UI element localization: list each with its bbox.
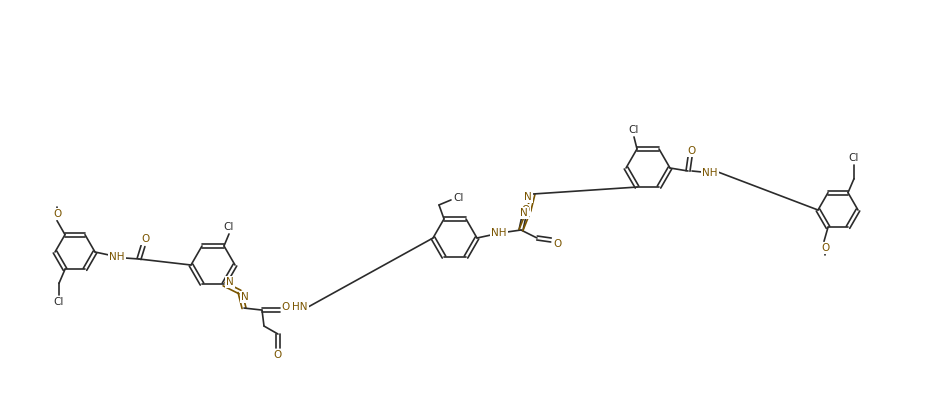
Text: NH: NH xyxy=(109,252,125,262)
Text: N: N xyxy=(520,208,528,218)
Text: NH: NH xyxy=(702,168,718,178)
Text: Cl: Cl xyxy=(224,222,234,232)
Text: O: O xyxy=(141,234,149,244)
Text: O: O xyxy=(53,209,61,219)
Text: N: N xyxy=(241,292,249,302)
Text: N: N xyxy=(226,277,234,287)
Text: HN: HN xyxy=(292,302,308,312)
Text: Cl: Cl xyxy=(54,297,64,307)
Text: O: O xyxy=(820,243,829,253)
Text: Cl: Cl xyxy=(629,125,639,135)
Text: O: O xyxy=(553,239,561,249)
Text: O: O xyxy=(282,302,290,312)
Text: Cl: Cl xyxy=(454,193,464,203)
Text: O: O xyxy=(274,350,282,360)
Text: O: O xyxy=(687,146,695,156)
Text: NH: NH xyxy=(491,228,507,238)
Text: O: O xyxy=(522,205,530,215)
Text: N: N xyxy=(524,192,532,202)
Text: Cl: Cl xyxy=(849,153,859,163)
